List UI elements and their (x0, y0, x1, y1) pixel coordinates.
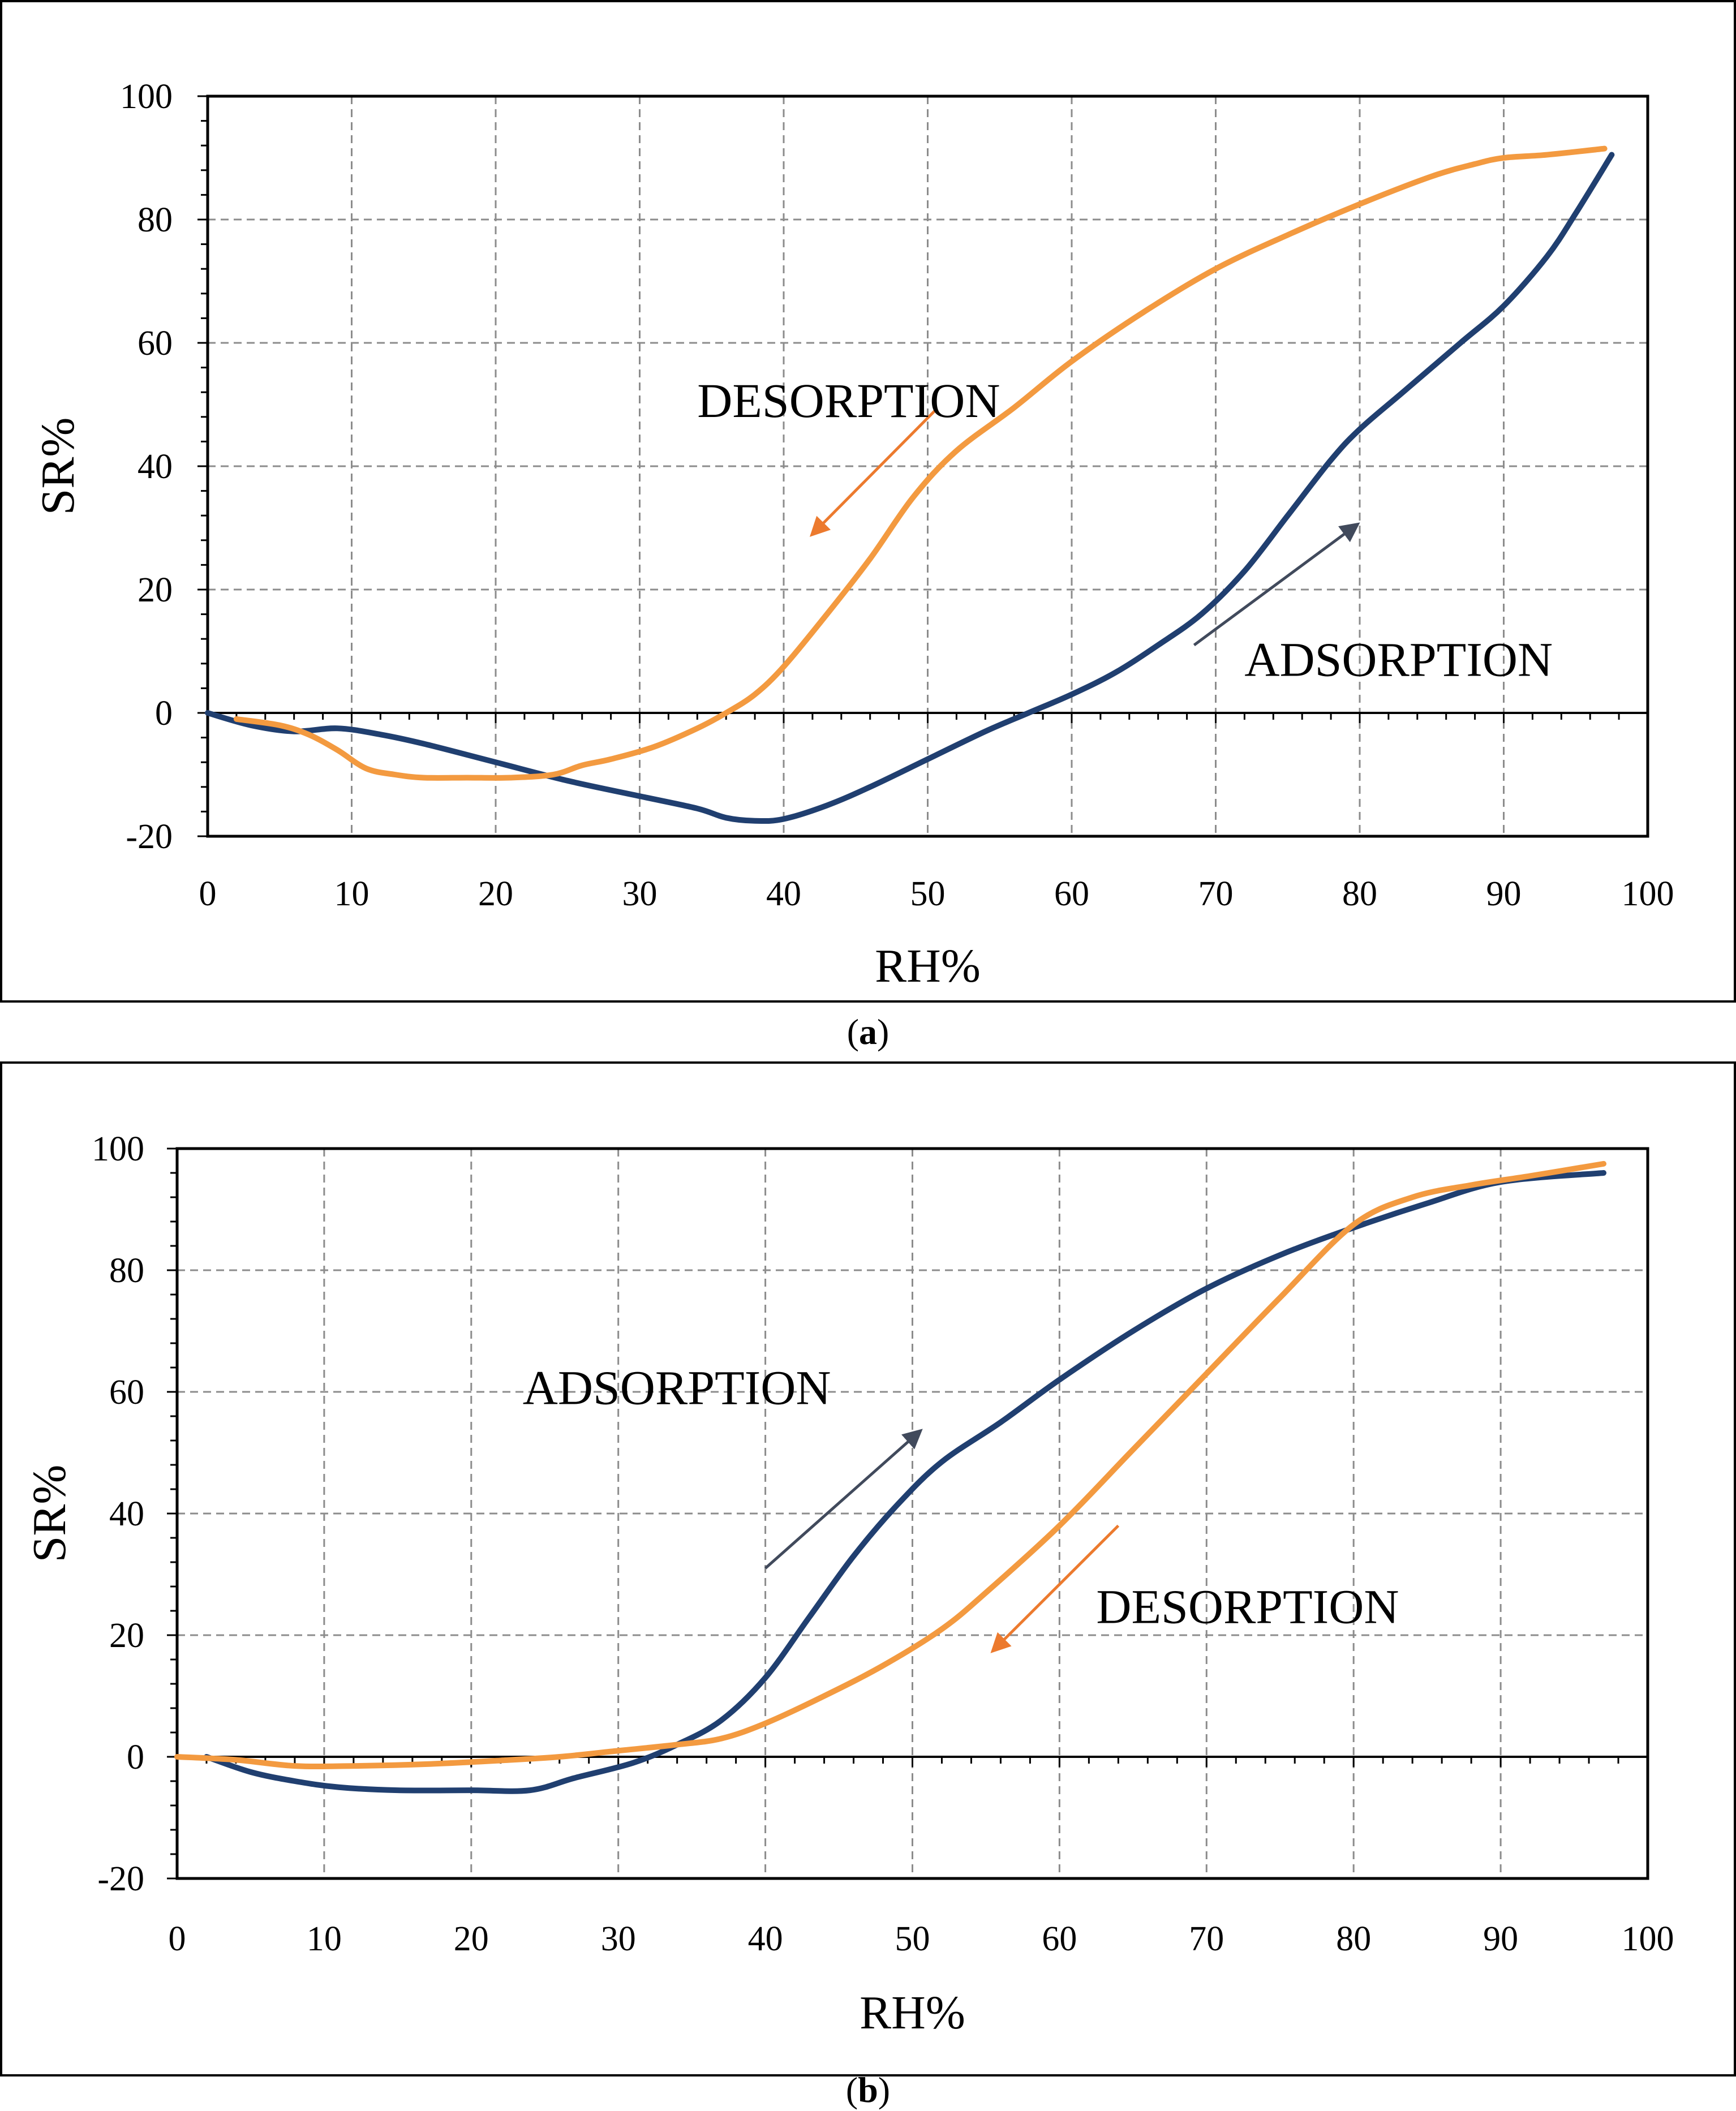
y-tick-label: 20 (137, 571, 173, 609)
chart-frame (0, 1061, 1736, 2076)
x-tick-label: 60 (1054, 875, 1089, 913)
y-tick-label: 40 (109, 1495, 144, 1533)
caption-paren-open: ( (846, 2070, 858, 2110)
y-tick-label: -20 (97, 1860, 144, 1898)
annotation-adsorption: ADSORPTION (1244, 633, 1553, 687)
series-line-adsorption (205, 152, 1615, 824)
x-tick-label: 90 (1483, 1920, 1518, 1958)
caption-b: (b) (846, 2070, 890, 2110)
y-tick-label: 60 (109, 1373, 144, 1412)
x-tick-label: 0 (169, 1920, 186, 1958)
x-tick-label: 70 (1189, 1920, 1224, 1958)
y-tick-label: 40 (137, 448, 173, 486)
caption-paren-close: ) (877, 1012, 889, 1052)
chart-a: -20 0 20 40 60 80 100 0 10 20 30 40 50 60 70 80 90 100 RH%… (0, 0, 1736, 1003)
y-tick-label: 100 (120, 78, 173, 116)
x-tick-label: 100 (1622, 875, 1674, 913)
caption-a: (a) (847, 1012, 890, 1052)
caption-paren-open: ( (847, 1012, 859, 1052)
y-tick-label: 0 (155, 694, 173, 733)
y-tick-label: 80 (137, 201, 173, 239)
plot-area (206, 94, 1649, 838)
plot-area (175, 1147, 1649, 1880)
x-tick-label: 80 (1336, 1920, 1371, 1958)
x-tick-label: 40 (748, 1920, 783, 1958)
annotation-arrow-desorption (809, 410, 936, 537)
x-tick-label: 60 (1042, 1920, 1077, 1958)
x-tick-label: 70 (1198, 875, 1234, 913)
y-tick-label: -20 (126, 818, 173, 856)
x-tick-label: 10 (307, 1920, 342, 1958)
x-tick-label: 40 (766, 875, 801, 913)
annotation-arrow-adsorption (764, 1429, 923, 1570)
series-line-adsorption (203, 1170, 1607, 1794)
x-tick-label: 80 (1342, 875, 1377, 913)
annotation-desorption: DESORPTION (697, 373, 1000, 428)
x-tick-label: 100 (1622, 1920, 1674, 1958)
x-tick-label: 30 (622, 875, 658, 913)
caption-letter: b (858, 2070, 878, 2110)
x-tick-label: 10 (334, 875, 369, 913)
y-axis-label: SR% (32, 418, 84, 515)
y-tick-label: 80 (109, 1252, 144, 1290)
chart-b: -20 0 20 40 60 80 100 0 10 20 30 40 50 60 70 80 90 100 RH%… (0, 1061, 1736, 2076)
x-tick-label: 0 (199, 875, 217, 913)
annotation-adsorption: ADSORPTION (523, 1361, 831, 1415)
chart-frame (0, 0, 1736, 1003)
y-axis-label: SR% (23, 1465, 76, 1563)
annotation-desorption: DESORPTION (1096, 1580, 1399, 1634)
series-line-desorption (233, 145, 1608, 781)
y-tick-label: 60 (137, 324, 173, 363)
x-axis-label: RH% (875, 940, 981, 992)
caption-letter: a (859, 1012, 877, 1052)
y-tick-label: 20 (109, 1616, 144, 1655)
series-line-desorption (174, 1160, 1607, 1770)
x-tick-label: 30 (601, 1920, 636, 1958)
y-tick-label: 0 (127, 1738, 144, 1777)
annotation-arrow-desorption (990, 1524, 1120, 1653)
x-axis-label: RH% (860, 1987, 965, 2039)
x-tick-label: 20 (454, 1920, 489, 1958)
x-tick-label: 50 (895, 1920, 930, 1958)
x-tick-label: 90 (1486, 875, 1522, 913)
annotation-arrow-adsorption (1193, 522, 1360, 647)
y-tick-label: 100 (92, 1130, 144, 1168)
x-tick-label: 50 (910, 875, 946, 913)
x-tick-label: 20 (478, 875, 513, 913)
caption-paren-close: ) (878, 2070, 890, 2110)
